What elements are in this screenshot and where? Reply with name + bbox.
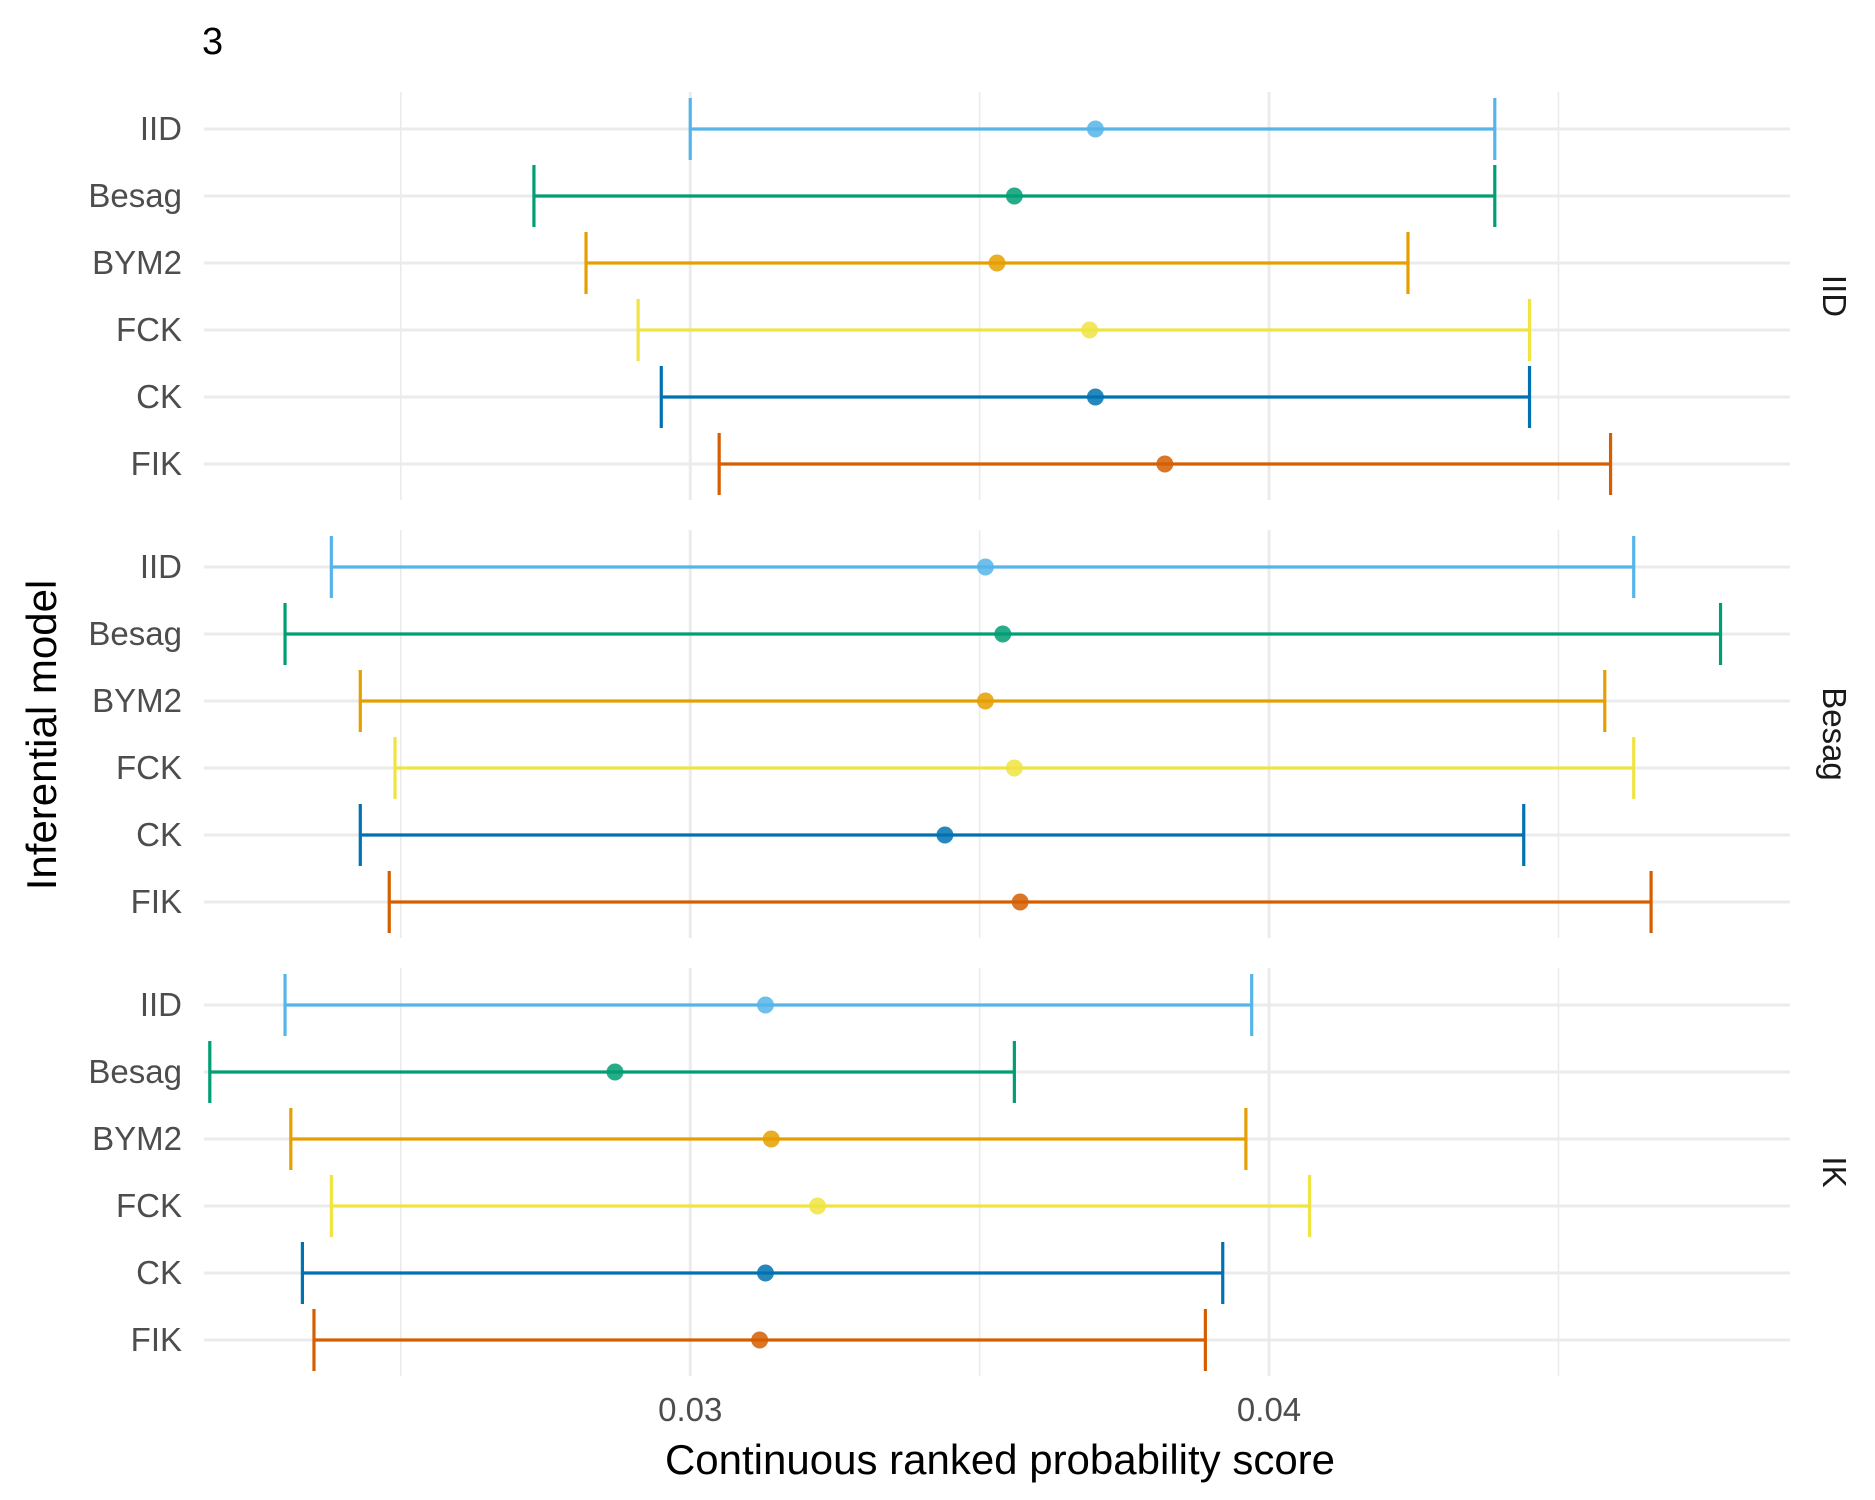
y-tick-label: Besag [88,615,182,652]
facet-panel-ik: IID Besag BYM2 FCK CK FIK IK [88,974,1853,1371]
point-estimate [1005,187,1023,205]
point-estimate [988,254,1006,272]
y-tick-label: BYM2 [92,244,182,281]
point-estimate [976,692,994,710]
y-tick-label: IID [140,986,182,1023]
point-estimate [936,826,954,844]
point-estimate [1086,388,1104,406]
errorbar-besag [208,1041,1016,1103]
point-estimate [1005,759,1023,777]
errorbar-bym2 [358,670,1607,732]
y-axis-title: Inferential model [18,580,65,891]
facet-strip-label: Besag [1816,687,1853,781]
y-tick-label: IID [140,548,182,585]
errorbar-iid [283,974,1254,1036]
point-estimate [751,1331,769,1349]
facet-strip-label: IK [1816,1156,1853,1187]
errorbar-ck [300,1242,1225,1304]
errorbar-bym2 [289,1108,1248,1170]
y-tick-label: Besag [88,1053,182,1090]
errorbar-fck [393,737,1636,799]
y-tick-label: IID [140,110,182,147]
y-tick-label: FCK [116,1187,182,1224]
y-tick-label: FIK [131,883,182,920]
facet-strip-label: IID [1816,275,1853,317]
y-tick-label: FIK [131,445,182,482]
facet-panel-besag: IID Besag BYM2 FCK CK FIK Besag [88,536,1853,933]
errorbar-fik [312,1309,1207,1371]
errorbar-ck [659,366,1532,428]
errorbar-fik [717,433,1613,495]
errorbar-fck [636,299,1532,361]
errorbar-bym2 [584,232,1410,294]
y-tick-label: CK [136,1254,182,1291]
point-estimate [756,1264,774,1282]
gridlines [204,92,1790,1376]
facet-panels: IID Besag BYM2 FCK CK FIK IID IID Besag BYM2 FCK CK… [88,98,1853,1371]
x-tick-label: 0.03 [658,1391,722,1428]
y-tick-label: FCK [116,749,182,786]
point-estimate [1081,321,1099,339]
errorbar-fik [387,871,1653,933]
panel-tag: 3 [202,21,223,63]
errorbar-besag [532,165,1497,227]
point-estimate [1086,120,1104,138]
point-estimate [976,558,994,576]
point-estimate [1011,893,1029,911]
errorbar-iid [329,536,1636,598]
point-estimate [1156,455,1174,473]
y-tick-label: Besag [88,177,182,214]
x-axis: 0.03 0.04 [658,1391,1301,1428]
y-tick-label: BYM2 [92,1120,182,1157]
point-estimate [762,1130,780,1148]
y-tick-label: BYM2 [92,682,182,719]
y-tick-label: CK [136,816,182,853]
errorbar-ck [358,804,1526,866]
point-estimate [994,625,1012,643]
x-axis-title: Continuous ranked probability score [665,1436,1335,1483]
errorbar-iid [688,98,1497,160]
point-estimate [606,1063,624,1081]
point-estimate [756,996,774,1014]
facet-panel-iid: IID Besag BYM2 FCK CK FIK IID [88,98,1853,495]
y-tick-label: FIK [131,1321,182,1358]
y-tick-label: FCK [116,311,182,348]
errorbar-besag [283,603,1723,665]
point-estimate [809,1197,827,1215]
y-tick-label: CK [136,378,182,415]
x-tick-label: 0.04 [1237,1391,1301,1428]
errorbar-fck [329,1175,1312,1237]
